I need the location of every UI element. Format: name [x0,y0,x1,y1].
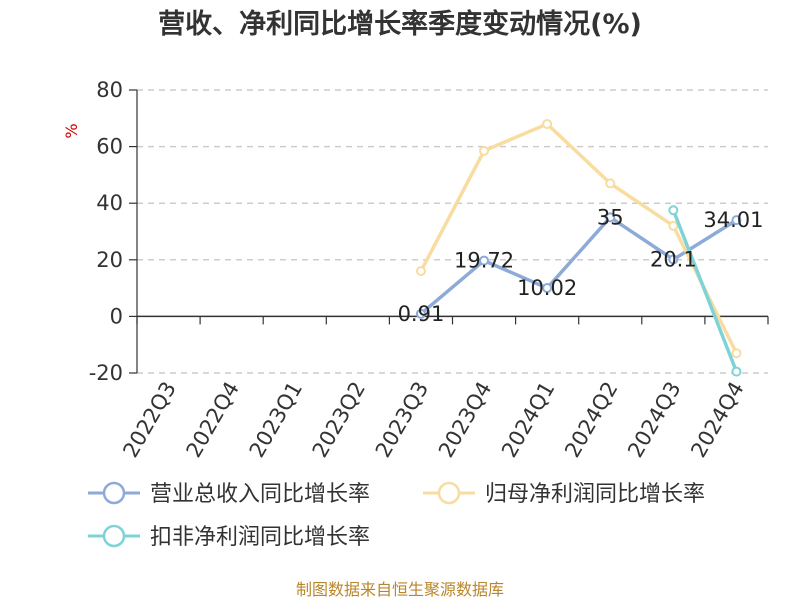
legend-marker-2 [102,524,126,548]
x-tick-label: 2024Q4 [686,378,748,462]
x-tick-label: 2023Q2 [308,378,370,462]
series-point-0 [542,283,553,294]
data-label: 20.1 [650,248,697,272]
series-point-0 [668,254,679,265]
data-label: 35 [597,205,624,229]
legend-marker-0 [102,481,126,505]
series-point-1 [479,145,490,156]
data-label: 19.72 [454,249,514,273]
y-tick-label: 80 [96,78,123,102]
series-point-1 [415,266,426,277]
series-lines [415,118,742,377]
y-tick-label: 60 [96,135,123,159]
series-line-0 [419,215,738,316]
series-point-0 [479,255,490,266]
legend-item-label: 营业总收入同比增长率 [150,482,370,507]
series-point-0 [415,308,426,319]
gridlines [137,89,768,374]
series-point-2 [731,366,742,377]
x-tick-label: 2022Q3 [118,378,180,462]
data-label: 0.91 [398,302,445,326]
y-tick-label: 0 [110,304,123,328]
x-tick-label: 2023Q3 [371,378,433,462]
series-point-1 [542,118,553,129]
series-point-0 [731,215,742,226]
x-tick-label: 2023Q4 [434,378,496,462]
legend-item-label: 扣非净利润同比增长率 [150,525,370,550]
series-point-0 [605,212,616,223]
x-tick-labels: 2022Q3 2022Q4 2023Q1 2023Q2 2023Q3 2023Q4 2024… [118,378,748,462]
y-tick-label: -20 [89,361,123,385]
x-tick-label: 2023Q1 [245,378,307,462]
y-tick-labels: -20 0 20 40 60 80 [89,78,123,385]
series-line-2 [671,209,739,373]
data-label: 34.01 [703,208,763,232]
series-point-1 [668,220,679,231]
series-point-1 [605,178,616,189]
chart-title: 营收、净利同比增长率季度变动情况(%) [158,8,642,40]
x-tick-label: 2022Q4 [182,378,244,462]
series-point-2 [668,205,679,216]
axes [129,89,769,374]
series-point-1 [731,348,742,359]
legend-marker-1 [437,481,461,505]
y-axis-unit: % [62,123,81,138]
x-tick-label: 2024Q1 [497,378,559,462]
y-tick-label: 40 [96,191,123,215]
y-tick-label: 20 [96,248,123,272]
series-line-1 [419,122,739,354]
source-note: 制图数据来自恒生聚源数据库 [296,580,504,599]
x-tick-label: 2024Q3 [623,378,685,462]
x-tick-label: 2024Q2 [560,378,622,462]
legend-item-label: 归母净利润同比增长率 [485,482,705,507]
data-label: 10.02 [517,276,577,300]
